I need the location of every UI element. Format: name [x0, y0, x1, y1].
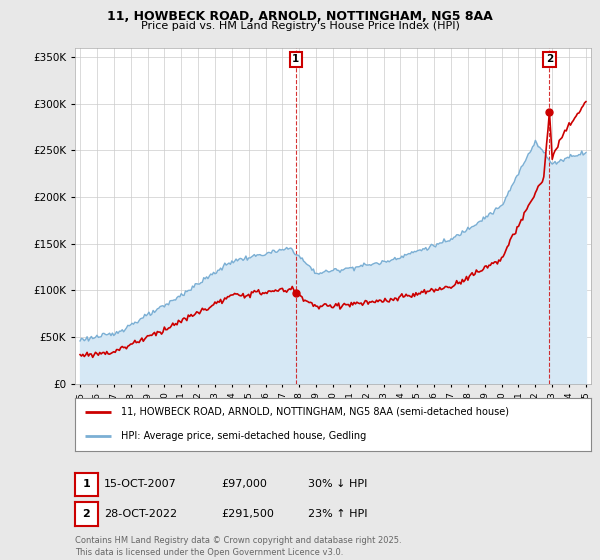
Text: 11, HOWBECK ROAD, ARNOLD, NOTTINGHAM, NG5 8AA (semi-detached house): 11, HOWBECK ROAD, ARNOLD, NOTTINGHAM, NG… — [121, 407, 509, 417]
Text: 15-OCT-2007: 15-OCT-2007 — [104, 479, 176, 489]
Text: Price paid vs. HM Land Registry's House Price Index (HPI): Price paid vs. HM Land Registry's House … — [140, 21, 460, 31]
Text: Contains HM Land Registry data © Crown copyright and database right 2025.
This d: Contains HM Land Registry data © Crown c… — [75, 536, 401, 557]
Text: 30% ↓ HPI: 30% ↓ HPI — [308, 479, 367, 489]
Text: £97,000: £97,000 — [221, 479, 266, 489]
Text: 23% ↑ HPI: 23% ↑ HPI — [308, 509, 367, 519]
Text: 2: 2 — [546, 54, 553, 64]
Text: HPI: Average price, semi-detached house, Gedling: HPI: Average price, semi-detached house,… — [121, 431, 367, 441]
Text: 28-OCT-2022: 28-OCT-2022 — [104, 509, 177, 519]
Text: 2: 2 — [83, 509, 90, 519]
Text: 11, HOWBECK ROAD, ARNOLD, NOTTINGHAM, NG5 8AA: 11, HOWBECK ROAD, ARNOLD, NOTTINGHAM, NG… — [107, 10, 493, 23]
Text: £291,500: £291,500 — [221, 509, 274, 519]
Text: 1: 1 — [83, 479, 90, 489]
Text: 1: 1 — [292, 54, 299, 64]
